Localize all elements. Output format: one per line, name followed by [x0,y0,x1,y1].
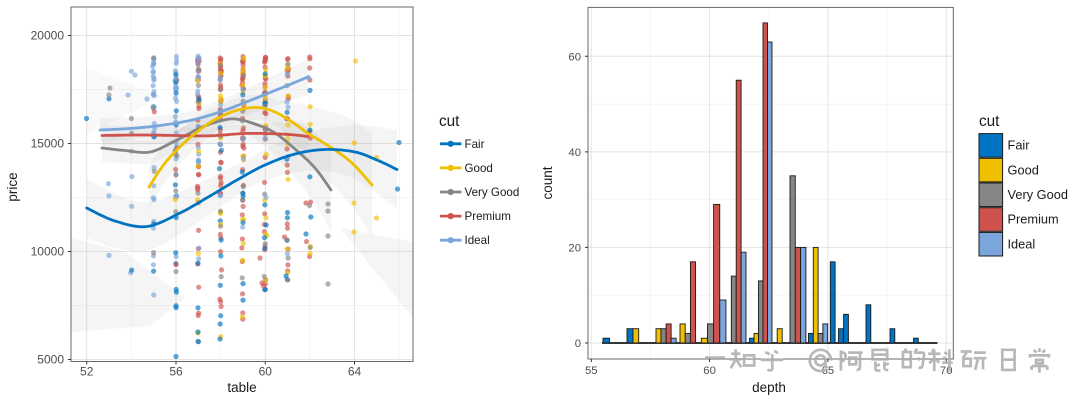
svg-text:price: price [5,172,20,201]
svg-text:60: 60 [568,51,581,63]
svg-text:Premium: Premium [1008,212,1059,227]
svg-text:0: 0 [575,338,581,350]
svg-text:65: 65 [822,365,835,377]
svg-text:cut: cut [979,113,1000,130]
svg-text:52: 52 [80,365,94,379]
svg-text:20: 20 [568,242,581,254]
svg-text:Ideal: Ideal [1008,236,1036,251]
svg-text:60: 60 [259,365,273,379]
svg-text:count: count [540,166,555,199]
svg-text:table: table [227,380,256,395]
svg-text:5000: 5000 [37,353,64,367]
svg-text:Very Good: Very Good [465,186,520,199]
svg-text:64: 64 [348,365,362,379]
svg-text:Fair: Fair [465,138,485,151]
svg-text:cut: cut [439,113,460,130]
svg-text:Fair: Fair [1008,138,1031,153]
svg-text:Premium: Premium [465,210,511,223]
svg-text:20000: 20000 [31,29,65,43]
svg-text:Good: Good [1008,162,1039,177]
svg-text:depth: depth [752,380,786,395]
svg-text:Ideal: Ideal [465,234,490,247]
svg-text:40: 40 [568,147,581,159]
svg-text:Very Good: Very Good [1008,187,1068,202]
svg-text:60: 60 [703,365,716,377]
svg-text:56: 56 [169,365,183,379]
svg-text:Good: Good [465,162,493,175]
svg-text:10000: 10000 [31,245,65,259]
svg-text:15000: 15000 [31,137,65,151]
svg-text:55: 55 [585,365,598,377]
